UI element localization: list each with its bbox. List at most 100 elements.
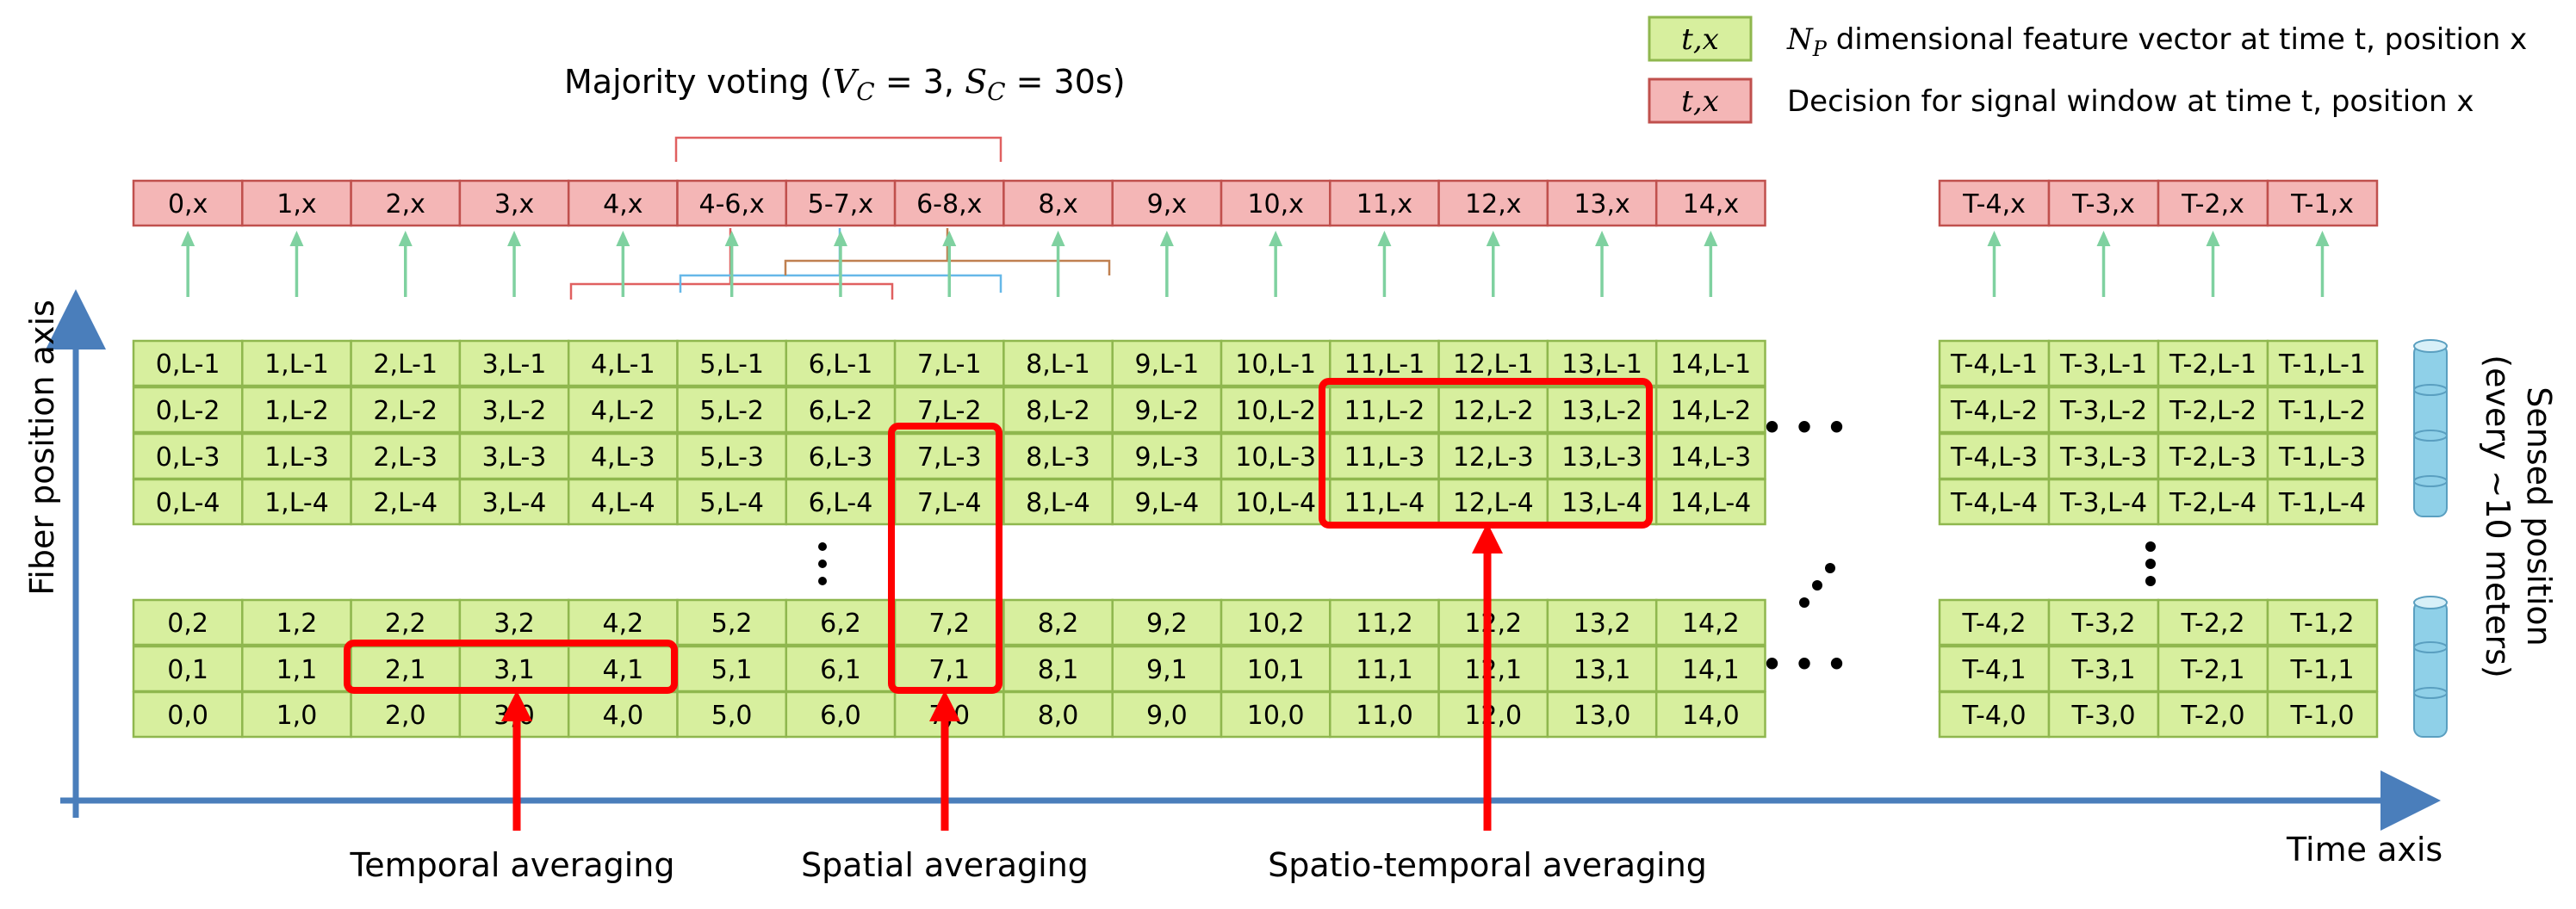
temporal-averaging-label: Temporal averaging [349,846,674,884]
feature-cell: 0,L-1 [132,339,244,387]
feature-cell-label: T-2,L-2 [2169,396,2256,426]
feature-cell: 14,2 [1654,598,1766,646]
feature-cell-label: 2,1 [385,655,426,685]
ellipsis-diagonal [1799,563,1835,608]
feature-cell: 4,2 [567,598,679,646]
feature-cell: 7,L-4 [893,478,1005,526]
feature-cell: 12,L-2 [1437,386,1549,434]
feature-cell-label: 0,1 [167,655,208,685]
arrowhead [2315,231,2330,246]
feature-cell-label: 3,L-1 [482,349,547,380]
grid-layer: 0,x 1,x 2,x 3,x 4,x 4-6,x 5-7,x 6-8,x 8,x 9,x 10,x… [132,179,2379,739]
averaging-arrows [501,523,1503,831]
feature-cell: T-4,L-3 [1938,432,2051,480]
feature-cell: 12,L-4 [1437,478,1549,526]
feature-cell: 12,1 [1437,645,1549,693]
feature-cell: 14,L-3 [1654,432,1766,480]
feature-cell-label: 3,L-2 [482,396,547,426]
decision-cell-label: 0,x [168,189,208,220]
y-axis-label: Fiber position axis [23,300,61,596]
feature-cell: 7,0 [893,690,1005,739]
feature-cell-label: 9,0 [1146,701,1188,731]
feature-cell: 9,L-1 [1111,339,1223,387]
feature-cell-label: 13,0 [1574,701,1631,731]
feature-cell: 5,2 [676,598,788,646]
ellipsis-horizontal-top: • • • [1761,409,1847,447]
feature-cell: 8,2 [1002,598,1114,646]
feature-cell: 2,0 [350,690,462,739]
feature-cell-label: T-3,1 [2070,655,2135,685]
feature-cell: 10,L-4 [1220,478,1331,526]
spatial-averaging-label: Spatial averaging [801,846,1089,884]
decision-cell-label: 8,x [1038,189,1077,220]
feature-cell: 5,0 [676,690,788,739]
feature-cell-label: T-4,L-4 [1950,488,2038,518]
arrowhead [1051,231,1065,246]
feature-cell: 2,1 [350,645,462,693]
feature-cell-label: 14,1 [1682,655,1740,685]
decision-cell-label: 2,x [386,189,425,220]
decision-cell-label: 1,x [276,189,316,220]
feature-cell-label: 13,L-3 [1561,442,1642,473]
feature-cell-label: T-2,0 [2180,701,2244,731]
feature-cell-label: 14,L-2 [1670,396,1751,426]
feature-cell: T-2,L-4 [2157,478,2269,526]
feature-cell: 0,0 [132,690,244,739]
feature-cell: 7,L-3 [893,432,1005,480]
arrowhead [616,231,630,246]
feature-cell: T-2,L-2 [2157,386,2269,434]
feature-cell-label: 7,L-2 [917,396,982,426]
feature-cell: 4,L-2 [567,386,679,434]
feature-cell-label: 12,L-3 [1453,442,1534,473]
arrowhead [289,231,304,246]
feature-cell-label: 5,2 [711,609,753,639]
feature-cell-label: 8,1 [1038,655,1079,685]
arrowhead [1704,231,1718,246]
arrowhead [181,231,196,246]
feature-cell-label: T-2,L-1 [2169,349,2256,380]
feature-cell-label: T-1,L-1 [2278,349,2366,380]
feature-cell: T-3,2 [2047,598,2160,646]
decision-cell-label: 13,x [1574,189,1629,220]
arrowhead [942,231,957,246]
feature-cell: T-1,0 [2266,690,2379,739]
feature-cell-label: T-1,1 [2289,655,2354,685]
feature-cell: 12,L-3 [1437,432,1549,480]
decision-cell: 5-7,x [785,179,897,227]
feature-cell-label: 6,L-2 [809,396,873,426]
feature-cell: 1,L-3 [241,432,352,480]
feature-cell: 2,2 [350,598,462,646]
decision-cell: 3,x [458,179,570,227]
feature-cell-label: 4,2 [602,609,643,639]
feature-cell: T-1,2 [2266,598,2379,646]
decision-cell: T-2,x [2157,179,2269,227]
feature-cell-label: 13,2 [1574,609,1631,639]
feature-cell: 5,L-3 [676,432,788,480]
feature-cell: 6,0 [785,690,897,739]
feature-cell-label: 5,L-2 [699,396,764,426]
feature-cell-label: 6,0 [820,701,861,731]
feature-cell: 9,L-2 [1111,386,1223,434]
feature-cell-label: 0,L-2 [156,396,220,426]
feature-cell-label: T-4,L-1 [1950,349,2038,380]
decision-cell-label: T-1,x [2290,189,2354,220]
feature-cell-label: T-1,2 [2289,609,2354,639]
feature-cell-label: 4,L-1 [591,349,655,380]
feature-cell-label: 6,2 [820,609,861,639]
arrowhead [724,231,739,246]
feature-cell: 13,2 [1546,598,1658,646]
feature-cell: 11,1 [1329,645,1440,693]
legend-feature-swatch [1648,15,1753,62]
decision-cell-label: T-4,x [1962,189,2026,220]
feature-cell: 13,1 [1546,645,1658,693]
feature-cell-label: 4,L-4 [591,488,655,518]
feature-cell-label: 3,L-3 [482,442,547,473]
arrowhead [1159,231,1174,246]
sensed-position-sublabel: (every ~10 meters) [2479,355,2517,677]
feature-cell-label: 0,L-3 [156,442,220,473]
feature-cell-label: 1,2 [276,609,318,639]
arrowhead [1377,231,1392,246]
feature-cell: 6,2 [785,598,897,646]
feature-cell: 3,L-3 [458,432,570,480]
feature-cell-label: 10,L-1 [1235,349,1316,380]
